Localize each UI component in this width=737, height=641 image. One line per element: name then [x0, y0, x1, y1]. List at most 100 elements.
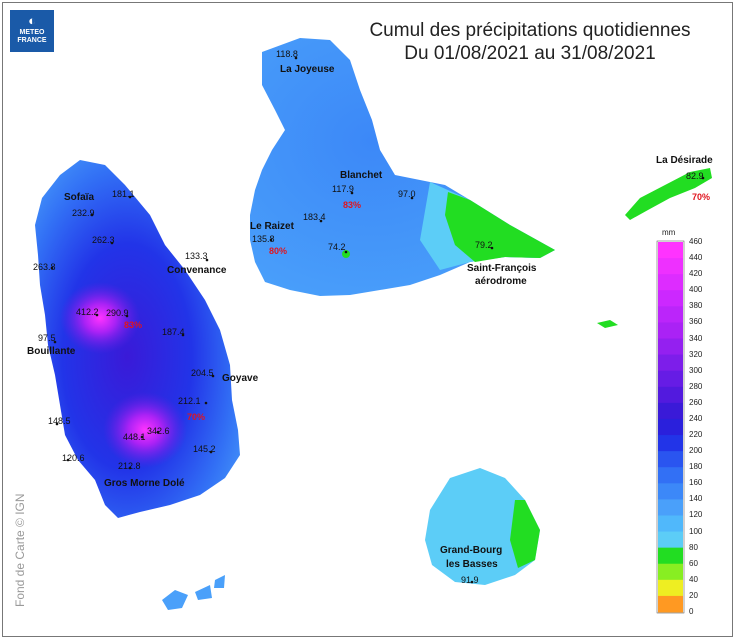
legend-color-step: [658, 338, 683, 356]
rain-value: 262.3: [92, 235, 115, 245]
station-markers: [50, 56, 705, 584]
legend-tick-label: 420: [689, 269, 703, 279]
rain-value: 212.8: [118, 461, 141, 471]
meteo-france-logo: ◐ METEO FRANCE: [10, 10, 54, 52]
legend-color-step: [658, 435, 683, 452]
rain-value: 135.8: [252, 234, 275, 244]
legend-color-bar: [658, 242, 683, 613]
rain-percent: 83%: [343, 200, 362, 210]
marie-galante-island: [425, 468, 540, 585]
rain-value: 212.1: [178, 396, 201, 406]
map-credit: Fond de Carte © IGN: [13, 493, 27, 607]
legend-tick-label: 380: [689, 301, 703, 311]
legend-color-step: [658, 531, 683, 549]
place-blanchet: Blanchet: [340, 170, 383, 181]
rain-value: 204.5: [191, 368, 214, 378]
legend-color-step: [658, 499, 683, 516]
rain-value: 448.1: [123, 432, 146, 442]
legend-color-step: [658, 595, 683, 613]
legend-tick-label: 220: [689, 430, 703, 440]
rain-value: 232.9: [72, 208, 95, 218]
legend-color-step: [658, 258, 683, 275]
legend-tick-label: 440: [689, 253, 703, 263]
rain-value: 97.5: [38, 333, 56, 343]
meteo-france-logo-mark: ◐: [28, 13, 36, 28]
legend-color-step: [658, 402, 683, 420]
place-sofaia: Sofaïa: [64, 192, 95, 203]
legend-color-step: [658, 354, 683, 372]
rain-percent: 83%: [124, 320, 143, 330]
legend-color-step: [658, 579, 683, 597]
place-saint-francois: Saint-François: [467, 263, 537, 274]
rain-maximum-north: [60, 282, 140, 354]
legend-tick-label: 60: [689, 558, 698, 568]
legend-color-step: [658, 563, 683, 581]
place-la-desirade: La Désirade: [656, 155, 713, 166]
rain-value: 91.9: [461, 575, 479, 585]
legend-color-step: [658, 515, 683, 533]
marie-galante-green-zone: [510, 500, 540, 568]
place-les-basses: les Basses: [446, 559, 498, 570]
rain-value: 120.6: [62, 453, 85, 463]
rain-percent: 70%: [692, 192, 711, 202]
rain-value: 148.5: [48, 416, 71, 426]
legend-tick-label: 320: [689, 349, 703, 359]
legend-tick-label: 20: [689, 590, 698, 600]
place-le-raizet: Le Raizet: [250, 221, 294, 232]
la-desirade-island: [625, 168, 712, 220]
legend-tick-label: 360: [689, 317, 703, 327]
legend-color-step: [658, 483, 683, 500]
legend-tick-label: 120: [689, 510, 703, 520]
rain-value: 133.3: [185, 251, 208, 261]
legend-tick-label: 240: [689, 413, 703, 423]
rain-value: 145.2: [193, 444, 216, 454]
les-saintes-islands: [162, 575, 225, 610]
rain-value: 263.8: [33, 262, 56, 272]
place-bouillante: Bouillante: [27, 346, 76, 357]
legend-tick-label: 460: [689, 237, 703, 246]
legend-color-step: [658, 242, 683, 259]
legend-color-step: [658, 451, 683, 468]
rain-value: 97.0: [398, 189, 416, 199]
legend-tick-label: 280: [689, 381, 703, 391]
saint-francois-green-zone: [445, 192, 555, 262]
legend-color-step: [658, 322, 683, 340]
basse-terre-island: [35, 160, 240, 518]
map-title: Cumul des précipitations quotidiennes: [369, 20, 691, 41]
place-gros-morne-dole: Gros Morne Dolé: [104, 478, 185, 489]
place-goyave: Goyave: [222, 373, 259, 384]
legend-tick-label: 340: [689, 333, 703, 343]
place-convenance: Convenance: [167, 265, 227, 276]
legend-color-step: [658, 418, 683, 436]
legend-tick-label: 140: [689, 494, 703, 504]
legend-color-step: [658, 467, 683, 484]
rain-value: 412.2: [76, 307, 99, 317]
grande-terre-island: [250, 38, 555, 296]
rain-value: 181.1: [112, 189, 135, 199]
place-grand-bourg: Grand-Bourg: [440, 545, 503, 556]
legend-color-step: [658, 386, 683, 404]
legend-color-step: [658, 306, 683, 323]
legend-border: [656, 240, 685, 614]
legend-tick-label: 40: [689, 574, 698, 584]
legend-tick-label: 300: [689, 365, 703, 375]
legend-tick-label: 100: [689, 526, 703, 536]
place-la-joyeuse: La Joyeuse: [280, 64, 335, 75]
petite-terre-island: [597, 320, 618, 328]
legend-tick-label: 180: [689, 462, 703, 472]
rain-value: 82.9: [686, 171, 704, 181]
meteo-france-logo-line2: FRANCE: [17, 37, 47, 44]
rain-percent: 80%: [269, 246, 288, 256]
rain-value: 117.9: [332, 184, 354, 194]
legend-color-step: [658, 290, 683, 307]
legend-tick-label: 160: [689, 478, 703, 488]
legend-color-step: [658, 370, 683, 388]
legend-color-step: [658, 274, 683, 291]
rain-value: 118.8: [276, 49, 298, 59]
rain-value: 187.4: [162, 327, 185, 337]
legend-tick-label: 0: [689, 606, 694, 616]
place-saint-francois-aerodrome: aérodrome: [475, 276, 527, 287]
rain-percent: 70%: [187, 412, 206, 422]
blanchet-dry-spot: [342, 250, 350, 258]
